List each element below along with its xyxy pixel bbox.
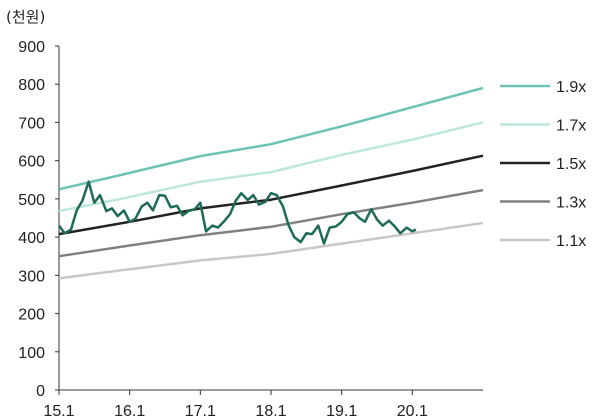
band-line-1.7x [58,121,484,213]
price-series [57,180,417,245]
y-tick-label: 900 [18,39,45,56]
legend-label: 1.3x [556,195,586,212]
legend: 1.9x 1.7x 1.5x 1.3x 1.1x [500,79,586,250]
x-tick-label: 15.1 [43,403,74,418]
band-line-1.1x [58,221,484,280]
y-tick-label: 700 [18,115,45,132]
y-tick-label: 300 [18,268,45,285]
axes: 0 100 200 300 400 500 600 700 800 900 15.1 16.1 17.1… [18,39,483,418]
y-tick-label: 200 [18,307,45,324]
legend-label: 1.7x [556,118,586,135]
y-tick-label: 100 [18,345,45,362]
band-line-1.3x [58,188,484,258]
x-tick-label: 17.1 [185,403,216,418]
legend-label: 1.9x [556,79,586,96]
y-tick-label: 500 [18,192,45,209]
multiple-bands [58,86,484,280]
y-tick-label: 800 [18,77,45,94]
legend-label: 1.1x [556,233,586,250]
y-tick-label: 600 [18,154,45,171]
x-tick-label: 20.1 [397,403,428,418]
y-tick-label: 0 [36,383,45,400]
price-line [57,180,417,245]
y-tick-label: 400 [18,230,45,247]
band-line-1.9x [58,86,484,191]
legend-label: 1.5x [556,156,586,173]
x-tick-label: 19.1 [326,403,357,418]
y-unit-label: (천원) [6,8,45,26]
x-tick-label: 16.1 [114,403,145,418]
x-tick-label: 18.1 [255,403,286,418]
